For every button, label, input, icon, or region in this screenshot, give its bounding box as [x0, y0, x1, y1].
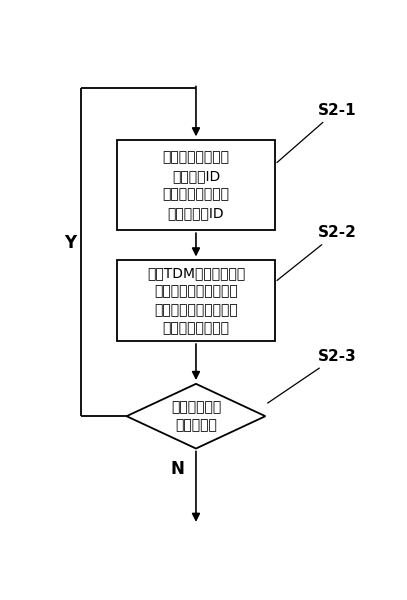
- Text: S2-2: S2-2: [277, 225, 356, 280]
- Bar: [117, 140, 275, 230]
- Bar: [117, 260, 275, 341]
- Text: S2-3: S2-3: [268, 349, 356, 403]
- Text: N: N: [170, 460, 184, 478]
- Text: S2-1: S2-1: [277, 103, 356, 163]
- Text: 控制TDM交叉芯片的通
道交叉功能，使环路中
继接口的语音可传输到
对于媒体处理芯片: 控制TDM交叉芯片的通 道交叉功能，使环路中 继接口的语音可传输到 对于媒体处理…: [147, 266, 245, 335]
- Text: 获取环路中继接口
语音通道ID
和媒体处理芯片资
源语音通道ID: 获取环路中继接口 语音通道ID 和媒体处理芯片资 源语音通道ID: [162, 151, 230, 220]
- Text: 还有媒体处理
芯片可用？: 还有媒体处理 芯片可用？: [171, 400, 221, 433]
- Text: Y: Y: [64, 234, 76, 252]
- Polygon shape: [127, 384, 265, 449]
